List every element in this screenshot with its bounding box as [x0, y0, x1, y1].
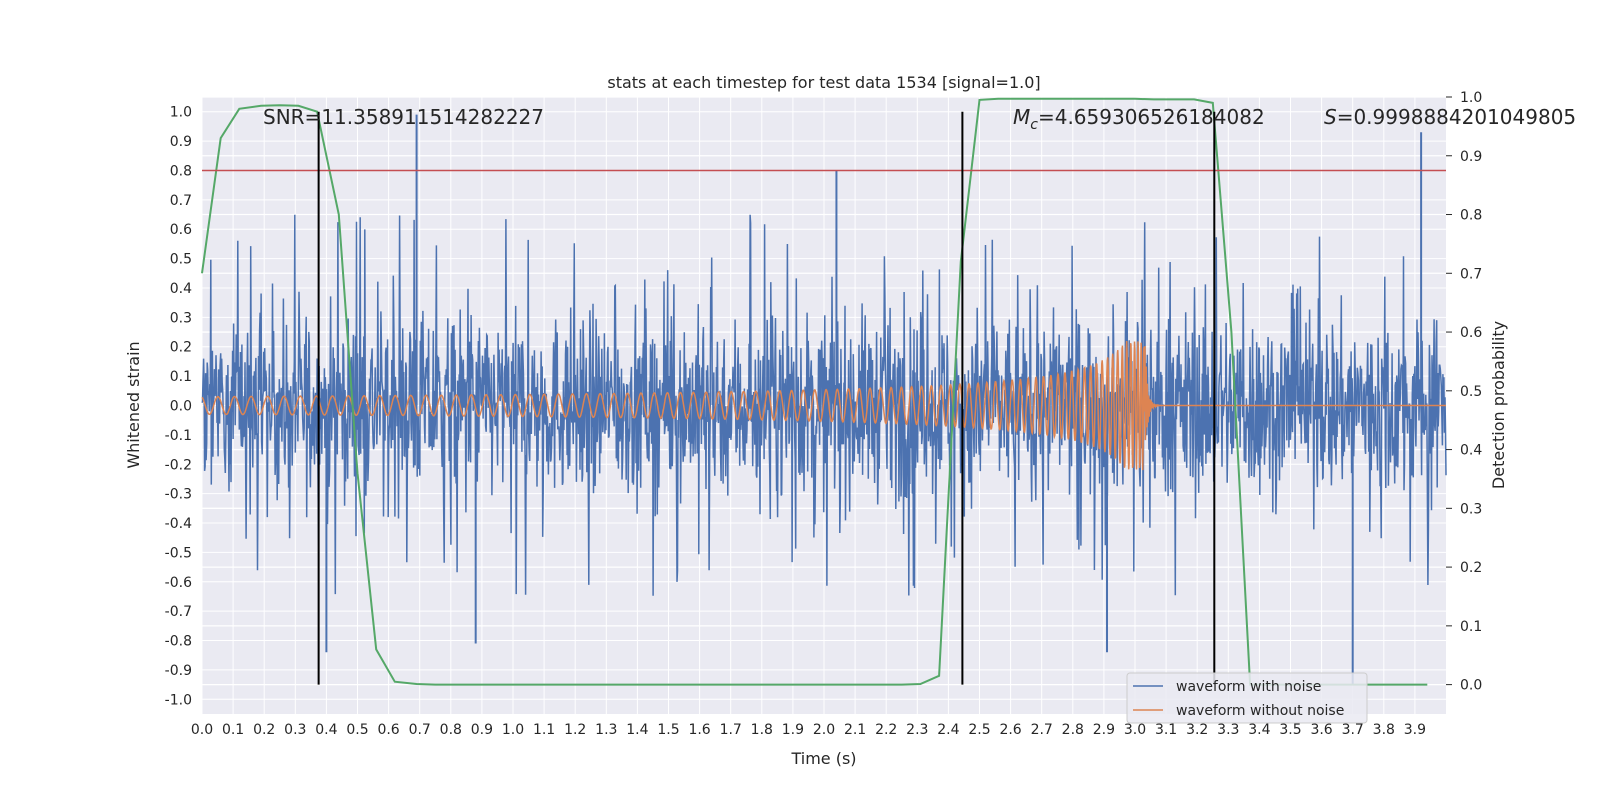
y-tick-label: 0.8 [170, 163, 192, 179]
x-tick-label: 0.1 [222, 722, 244, 738]
y-tick-label: 0.9 [170, 134, 192, 150]
x-tick-label: 2.6 [999, 722, 1021, 738]
x-tick-label: 2.1 [844, 722, 866, 738]
x-tick-label: 0.5 [346, 722, 368, 738]
y-axis-label: Whitened strain [124, 341, 143, 468]
x-tick-label: 1.6 [688, 722, 710, 738]
x-tick-label: 1.4 [626, 722, 648, 738]
x-tick-label: 0.7 [409, 722, 431, 738]
detection-probability-line [201, 97, 1428, 686]
y-tick-label: -0.7 [165, 604, 192, 620]
x-tick-label: 3.3 [1217, 722, 1239, 738]
score-annotation: S=0.9998884201049805 [1324, 105, 1576, 129]
x-tick-label: 3.1 [1155, 722, 1177, 738]
series-detection-probability [201, 97, 1428, 686]
y2-axis-label: Detection probability [1489, 321, 1508, 489]
x-tick-label: 3.8 [1373, 722, 1395, 738]
legend-label-clean: waveform without noise [1176, 703, 1344, 719]
x-tick-label: 1.0 [502, 722, 524, 738]
x-tick-label: 3.6 [1310, 722, 1332, 738]
series-waveform-with-noise [201, 114, 1447, 685]
x-tick-label: 0.4 [315, 722, 337, 738]
x-tick-labels: 0.0 0.1 0.2 0.3 0.4 0.5 0.6 0.7 0.8 0.9 1.0 1.1 1.2 1… [191, 722, 1426, 738]
x-axis-label: Time (s) [790, 749, 856, 768]
y-tick-label: -0.5 [165, 545, 192, 561]
x-tick-label: 2.9 [1093, 722, 1115, 738]
score-value: =0.9998884201049805 [1337, 105, 1576, 129]
chirp-mass-value: =4.659306526184082 [1038, 105, 1265, 129]
x-tick-label: 1.7 [720, 722, 742, 738]
y2-tick-label: 0.0 [1460, 678, 1482, 694]
x-tick-label: 1.5 [657, 722, 679, 738]
x-tick-label: 3.7 [1342, 722, 1364, 738]
reference-lines [202, 111, 1446, 685]
legend: waveform with noise waveform without noi… [1126, 672, 1368, 724]
x-tick-label: 1.9 [782, 722, 804, 738]
y2-tick-label: 0.9 [1460, 149, 1482, 165]
x-tick-label: 3.0 [1124, 722, 1146, 738]
chirp-mass-annotation: Mc=4.659306526184082 [1013, 105, 1265, 133]
chart-title: stats at each timestep for test data 153… [607, 73, 1040, 92]
legend-label-noise: waveform with noise [1176, 679, 1321, 695]
x-tick-label: 3.9 [1404, 722, 1426, 738]
x-tick-label: 2.8 [1062, 722, 1084, 738]
y2-tick-label: 0.8 [1460, 208, 1482, 224]
x-tick-label: 3.2 [1186, 722, 1208, 738]
y-tick-label: 0.6 [170, 222, 192, 238]
x-tick-label: 1.8 [751, 722, 773, 738]
legend-box [1126, 672, 1368, 724]
score-symbol: S [1324, 105, 1337, 129]
noise-waveform-line [201, 214, 1447, 596]
chirp-mass-subscript: c [1030, 117, 1038, 133]
x-tick-label: 1.1 [533, 722, 555, 738]
y-tick-label: 0.2 [170, 340, 192, 356]
y-tick-label: -0.3 [165, 487, 192, 503]
y2-tick-label: 0.6 [1460, 325, 1482, 341]
y2-tick-label: 0.2 [1460, 560, 1482, 576]
x-tick-label: 2.2 [875, 722, 897, 738]
y-tick-label: 0.5 [170, 252, 192, 268]
x-tick-label: 0.6 [377, 722, 399, 738]
y-tick-labels: 1.0 0.9 0.8 0.7 0.6 0.5 0.4 0.3 0.2 0.1 0.0 -0.1 -0.… [165, 105, 192, 709]
y2-tick-label: 0.4 [1460, 443, 1482, 459]
y2-tick-label: 0.3 [1460, 501, 1482, 517]
series-waveform-without-noise [201, 340, 1446, 471]
y-tick-label: -0.6 [165, 575, 192, 591]
y-tick-label: -0.1 [165, 428, 192, 444]
y-tick-label: 0.1 [170, 369, 192, 385]
y-tick-label: 0.3 [170, 310, 192, 326]
x-tick-label: 0.2 [253, 722, 275, 738]
y-tick-label: 0.4 [170, 281, 192, 297]
y-tick-label: 1.0 [170, 105, 192, 121]
chirp-mass-symbol: M [1013, 105, 1030, 129]
x-tick-label: 2.4 [937, 722, 959, 738]
x-tick-label: 2.5 [968, 722, 990, 738]
x-tick-label: 0.9 [471, 722, 493, 738]
y-tick-label: -0.9 [165, 663, 192, 679]
y-tick-label: 0.0 [170, 399, 192, 415]
y-tick-label: -0.8 [165, 634, 192, 650]
x-tick-label: 0.3 [284, 722, 306, 738]
clean-waveform-line [201, 340, 1446, 471]
x-tick-label: 2.0 [813, 722, 835, 738]
y2-tick-label: 0.5 [1460, 384, 1482, 400]
x-tick-label: 0.0 [191, 722, 213, 738]
y2-tick-label: 1.0 [1460, 90, 1482, 106]
y2-tick-label: 0.7 [1460, 266, 1482, 282]
y-tick-label: -1.0 [165, 692, 192, 708]
x-tick-label: 2.7 [1031, 722, 1053, 738]
y-tick-label: -0.4 [165, 516, 192, 532]
y-tick-label: -0.2 [165, 457, 192, 473]
x-tick-label: 3.5 [1279, 722, 1301, 738]
x-tick-label: 0.8 [440, 722, 462, 738]
y2-tick-label: 0.1 [1460, 619, 1482, 635]
y-tick-label: 0.7 [170, 193, 192, 209]
x-tick-label: 3.4 [1248, 722, 1270, 738]
x-tick-label: 1.2 [564, 722, 586, 738]
x-tick-label: 2.3 [906, 722, 928, 738]
snr-annotation: SNR=11.358911514282227 [263, 105, 544, 129]
x-tick-label: 1.3 [595, 722, 617, 738]
y2-tick-labels: 1.0 0.9 0.8 0.7 0.6 0.5 0.4 0.3 0.2 0.1 0.0 [1446, 90, 1482, 694]
